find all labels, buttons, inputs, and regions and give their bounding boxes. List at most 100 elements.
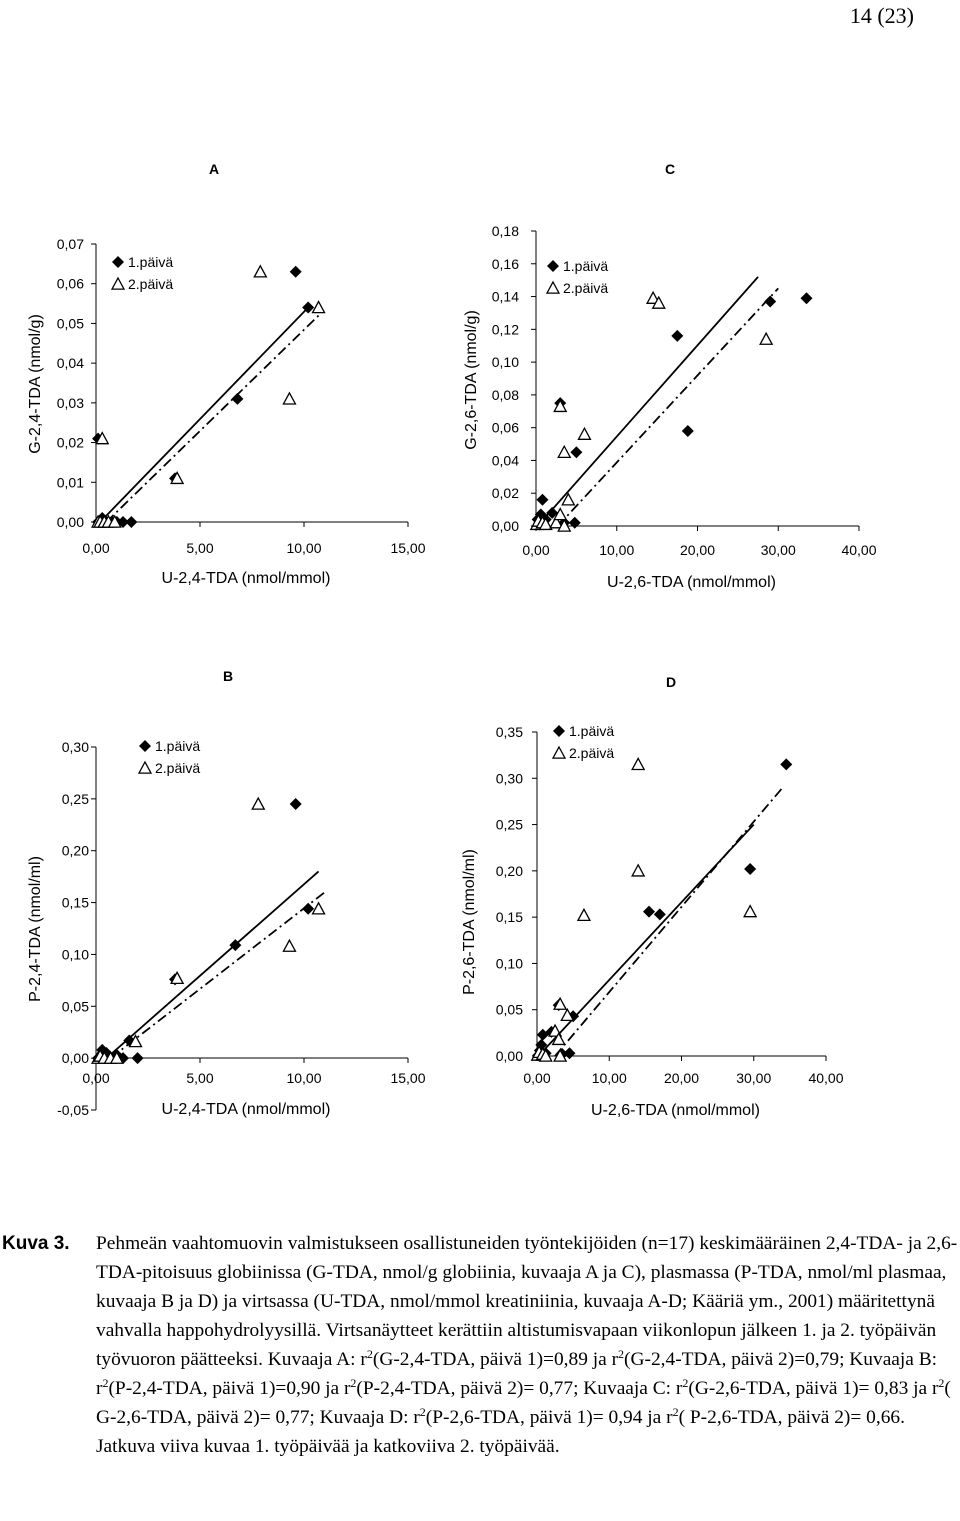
y-tick-label: 0,30: [496, 770, 523, 786]
trend-line-1: [536, 276, 759, 527]
legend-marker-day1: [112, 256, 124, 268]
data-point-day2: [561, 492, 576, 506]
y-tick-label: 0,10: [62, 946, 89, 962]
legend-marker-day1: [139, 740, 151, 752]
data-point-day1: [681, 424, 694, 437]
trend-line-1: [99, 306, 309, 523]
caption-superscript: 2: [366, 1347, 373, 1361]
trend-line-2: [110, 891, 326, 1059]
y-tick-label: 0,05: [57, 315, 84, 331]
data-point-day1: [302, 301, 315, 314]
x-tick-label: 30,00: [761, 542, 796, 558]
y-tick-label: 0,00: [57, 514, 84, 530]
data-point-day1: [229, 939, 242, 952]
caption-superscript: 2: [102, 1376, 109, 1390]
caption-superscript: 2: [618, 1347, 625, 1361]
data-point-day2: [549, 515, 564, 529]
caption-r2-segment: ( G-2,6-TDA, päivä 2)= 0,77; Kuvaaja D: …: [96, 1378, 951, 1428]
x-tick-label: 40,00: [841, 542, 876, 558]
caption-r2-segment: Kuvaaja A: r: [267, 1349, 367, 1370]
data-point-day2: [109, 1050, 124, 1064]
y-tick-label: 0,12: [492, 321, 519, 337]
legend-label-day1: 1.päivä: [563, 258, 608, 274]
x-tick-label: 40,00: [808, 1070, 843, 1086]
data-point-day1: [125, 516, 138, 528]
data-point-day1: [302, 902, 315, 915]
caption-r2-segment: (G-2,6-TDA, päivä 1)= 0,83 ja r: [688, 1378, 939, 1399]
panel-label-d: D: [666, 674, 677, 690]
chart-panel-d: 0,00 0,05 0,10 0,15 0,20 0,25 0,30 0,35 0,00 10,0…: [461, 723, 844, 1119]
x-tick-label: 0,00: [523, 1070, 550, 1086]
data-point-day1: [536, 493, 549, 506]
data-point-day2: [553, 507, 568, 521]
data-point-day2: [631, 757, 646, 771]
caption-label: Kuva 3.: [2, 1233, 70, 1254]
caption-superscript: 2: [682, 1376, 689, 1390]
caption-superscript: 2: [672, 1405, 679, 1419]
x-tick-label: 10,00: [286, 540, 321, 556]
data-point-day1: [642, 905, 655, 918]
y-tick-label: 0,06: [492, 420, 519, 436]
chart-panel-b: -0,05 0,00 0,05 0,10 0,15 0,20 0,25 0,30 0,00 5,0…: [27, 738, 426, 1118]
y-axis-label: G-2,6-TDA (nmol/g): [463, 310, 480, 450]
x-tick-label: 10,00: [599, 542, 634, 558]
data-point-day1: [653, 908, 666, 921]
panel-label-c: C: [665, 161, 676, 177]
y-tick-label: 0,20: [62, 843, 89, 859]
legend-marker-day2: [545, 280, 561, 294]
y-tick-label: 0,04: [492, 452, 519, 468]
trend-line-1: [537, 823, 755, 1057]
data-point-day1: [289, 265, 302, 278]
x-tick-label: 5,00: [186, 1070, 213, 1086]
legend-marker-day2: [110, 276, 126, 290]
y-tick-label: 0,10: [496, 955, 523, 971]
legend-marker-day2: [137, 760, 153, 774]
y-tick-label: 0,03: [57, 395, 84, 411]
data-point-day2: [557, 444, 572, 458]
chart-panel-a: 0,00 0,01 0,02 0,03 0,04 0,05 0,06 0,07 0,00 5,00…: [27, 236, 426, 587]
x-tick-label: 20,00: [680, 542, 715, 558]
data-point-day2: [95, 431, 110, 445]
data-point-day1: [231, 392, 244, 405]
data-point-day1: [744, 863, 757, 876]
y-tick-label: 0,35: [496, 724, 523, 740]
panel-label-a: A: [209, 161, 220, 177]
data-point-day2: [651, 295, 666, 309]
x-axis-label: U-2,4-TDA (nmol/mmol): [162, 1101, 331, 1118]
y-tick-label: 0,15: [496, 909, 523, 925]
page-number: 14 (23): [849, 3, 914, 28]
caption-superscript: 2: [350, 1376, 357, 1390]
legend-label-day2: 2.päivä: [155, 760, 200, 776]
figure-caption: Kuva 3. Pehmeän vaahtomuovin valmistukse…: [2, 1229, 960, 1461]
data-point-day2: [553, 398, 568, 413]
x-tick-label: 0,00: [82, 1070, 109, 1086]
y-tick-label: 0,20: [496, 863, 523, 879]
y-tick-label: 0,16: [492, 256, 519, 272]
data-point-day2: [551, 1031, 566, 1046]
y-tick-label: 0,00: [496, 1048, 523, 1064]
data-point-day2: [631, 863, 646, 877]
data-point-day2: [251, 796, 266, 810]
legend-marker-day1: [547, 260, 559, 272]
data-point-day2: [170, 470, 185, 485]
y-tick-label: 0,05: [496, 1002, 523, 1018]
chart-figure: 0,00 0,01 0,02 0,03 0,04 0,05 0,06 0,07 0,00 5,00…: [27, 223, 877, 1119]
trend-line-1: [105, 870, 320, 1059]
y-tick-label: 0,02: [492, 485, 519, 501]
trend-line-2: [554, 786, 784, 1057]
caption-r2-segment: (P-2,6-TDA, päivä 1)= 0,94 ja r: [425, 1407, 673, 1428]
data-point-day2: [743, 904, 758, 918]
trend-line-2: [557, 287, 779, 527]
legend-marker-day1: [553, 725, 565, 737]
y-tick-label: 0,10: [492, 354, 519, 370]
y-tick-label: 0,18: [492, 223, 519, 239]
x-tick-label: 30,00: [736, 1070, 771, 1086]
y-axis-label: G-2,4-TDA (nmol/g): [27, 314, 44, 454]
y-tick-label: 0,14: [492, 289, 519, 305]
x-tick-label: 15,00: [390, 540, 425, 556]
data-point-day2: [553, 996, 568, 1010]
y-tick-label: 0,06: [57, 276, 84, 292]
y-tick-label: 0,08: [492, 387, 519, 403]
data-point-day2: [311, 300, 326, 314]
data-point-day1: [131, 1052, 144, 1065]
